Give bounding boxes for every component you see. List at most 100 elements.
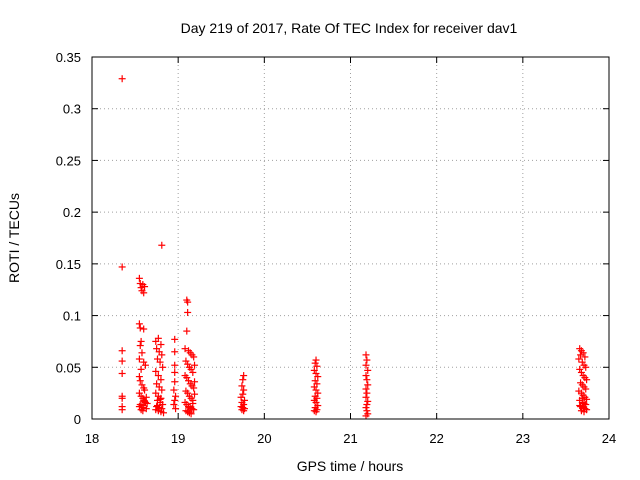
data-point (185, 377, 193, 385)
data-point (154, 372, 162, 380)
y-tick-label: 0.35 (56, 50, 81, 65)
data-point (311, 377, 319, 385)
x-tick-label: 19 (171, 431, 185, 446)
data-point (240, 407, 248, 415)
axis-tick-labels: 18 19 20 21 22 23 24 0 0.05 0.1 0.15 0.2 0.25 0.3 0.35 (56, 50, 617, 446)
data-point (191, 378, 199, 386)
data-point (581, 353, 589, 361)
data-point (311, 359, 319, 367)
x-tick-label: 21 (343, 431, 357, 446)
data-point (310, 407, 318, 415)
data-point (362, 372, 370, 380)
data-point (154, 334, 162, 342)
data-point (183, 374, 191, 382)
data-point (140, 358, 148, 366)
data-point (191, 361, 199, 369)
y-tick-label: 0.3 (63, 102, 81, 117)
data-point (364, 381, 372, 389)
data-point (189, 368, 197, 376)
data-point (135, 355, 143, 363)
data-point (583, 395, 591, 403)
data-point (158, 351, 166, 359)
data-point (312, 386, 320, 394)
data-point (189, 399, 197, 407)
data-point (142, 393, 150, 401)
x-tick-label: 23 (516, 431, 530, 446)
x-axis-label: GPS time / hours (297, 458, 404, 474)
data-point (578, 358, 586, 366)
data-point (184, 389, 192, 397)
data-point (171, 378, 179, 386)
data-point (136, 324, 144, 332)
data-point (137, 284, 145, 292)
data-point (363, 401, 371, 409)
data-point (238, 382, 246, 390)
data-point (118, 357, 126, 365)
data-point (576, 365, 584, 373)
data-point (184, 360, 192, 368)
data-point (135, 403, 143, 411)
data-point (139, 407, 147, 415)
data-point (183, 327, 191, 335)
data-point (141, 386, 149, 394)
data-point (312, 408, 320, 416)
data-point (135, 274, 143, 282)
data-point (239, 376, 247, 384)
data-point (158, 241, 166, 249)
data-point (118, 263, 126, 271)
data-point (138, 381, 146, 389)
data-point (137, 406, 145, 414)
data-point (362, 412, 370, 420)
data-point (362, 404, 370, 412)
data-point (182, 357, 190, 365)
data-point (136, 342, 144, 350)
x-tick-label: 24 (602, 431, 616, 446)
data-point (187, 410, 195, 418)
x-tick-label: 20 (257, 431, 271, 446)
data-point (312, 369, 320, 377)
data-point (153, 402, 161, 410)
data-point (170, 386, 178, 394)
data-point (152, 367, 160, 375)
data-point (141, 398, 149, 406)
data-point (580, 399, 588, 407)
data-point (156, 395, 164, 403)
data-point (170, 401, 178, 409)
data-point (312, 398, 320, 406)
data-point (156, 358, 164, 366)
data-point (363, 389, 371, 397)
data-point (364, 366, 372, 374)
x-tick-label: 22 (429, 431, 443, 446)
data-point (362, 385, 370, 393)
data-point (188, 405, 196, 413)
data-point (137, 365, 145, 373)
y-tick-label: 0.25 (56, 153, 81, 168)
data-point (158, 386, 166, 394)
data-point (580, 408, 588, 416)
data-point (135, 320, 143, 328)
data-point (577, 351, 585, 359)
data-point (576, 402, 584, 410)
data-point (172, 405, 180, 413)
data-points (118, 75, 591, 420)
chart-title: Day 219 of 2017, Rate Of TEC Index for r… (181, 20, 518, 36)
data-point (118, 347, 126, 355)
data-point (159, 401, 167, 409)
data-point (312, 356, 320, 364)
y-tick-label: 0.15 (56, 257, 81, 272)
data-point (184, 298, 192, 306)
data-point (362, 351, 370, 359)
data-point (310, 383, 318, 391)
data-point (157, 376, 165, 384)
data-point (185, 409, 193, 417)
data-point (239, 390, 247, 398)
data-point (190, 384, 198, 392)
data-point (143, 399, 151, 407)
data-point (141, 361, 149, 369)
data-point (118, 406, 126, 414)
data-point (362, 393, 370, 401)
data-point (240, 372, 248, 380)
data-point (363, 376, 371, 384)
data-point (583, 376, 591, 384)
